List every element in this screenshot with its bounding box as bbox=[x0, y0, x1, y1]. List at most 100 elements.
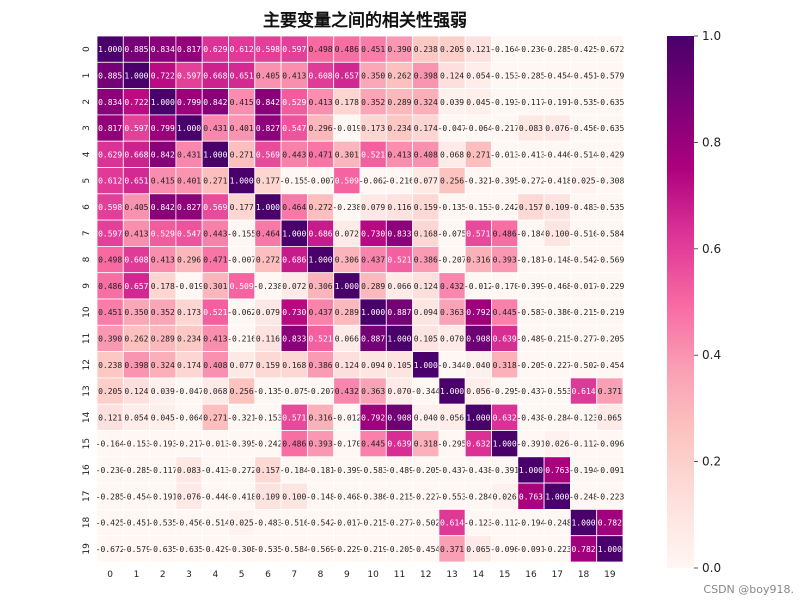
heatmap-cell bbox=[254, 219, 282, 247]
heatmap-cell bbox=[491, 324, 519, 352]
x-tick-label: 19 bbox=[604, 570, 616, 580]
cell-value-label: -0.579 bbox=[595, 71, 624, 80]
cell-value-label: 0.072 bbox=[282, 282, 306, 291]
cell-value-label: 0.025 bbox=[572, 177, 596, 186]
cell-value-label: 0.842 bbox=[256, 98, 280, 107]
cell-value-label: -0.272 bbox=[227, 466, 256, 475]
heatmap-cell bbox=[543, 245, 571, 274]
heatmap-cell bbox=[280, 35, 308, 63]
cell-value-label: 1.000 bbox=[230, 177, 254, 186]
cell-value-label: -0.223 bbox=[595, 492, 624, 501]
cell-value-label: 0.054 bbox=[124, 413, 148, 422]
cell-value-label: 0.827 bbox=[256, 124, 280, 133]
cell-value-label: 0.887 bbox=[361, 334, 385, 343]
heatmap-cell bbox=[333, 351, 361, 379]
cell-value-label: -0.635 bbox=[595, 98, 624, 107]
heatmap-cell bbox=[280, 114, 308, 142]
cell-value-label: 0.100 bbox=[282, 492, 306, 501]
cell-value-label: 0.066 bbox=[335, 334, 359, 343]
cell-value-label: 0.608 bbox=[309, 71, 333, 80]
heatmap-cell bbox=[543, 114, 571, 142]
heatmap-cell bbox=[254, 535, 282, 563]
cell-value-label: 0.722 bbox=[124, 98, 148, 107]
cell-value-label: 0.792 bbox=[361, 413, 385, 422]
heatmap-cell bbox=[517, 351, 545, 379]
heatmap-cell bbox=[306, 114, 335, 142]
cell-value-label: -0.148 bbox=[306, 492, 335, 501]
cell-value-label: 0.405 bbox=[124, 203, 148, 212]
heatmap-cell bbox=[306, 88, 335, 116]
cell-value-label: 0.301 bbox=[203, 282, 227, 291]
heatmap-cell bbox=[122, 430, 151, 458]
heatmap-cell bbox=[412, 535, 440, 563]
cell-value-label: 0.413 bbox=[124, 229, 148, 238]
x-axis-ticks: 0 1 2 3 4 5 6 7 8 9 10 11 12 13 14 15 16 17 18 19 bbox=[107, 570, 616, 580]
heatmap-cell bbox=[96, 272, 124, 300]
heatmap-cell bbox=[306, 140, 335, 168]
heatmap-cell bbox=[438, 272, 466, 300]
heatmap-cell bbox=[254, 324, 282, 352]
cell-value-label: 0.105 bbox=[387, 361, 411, 370]
cell-value-label: 0.234 bbox=[177, 334, 201, 343]
cell-value-label: 0.076 bbox=[177, 492, 201, 501]
heatmap-cell bbox=[517, 61, 545, 89]
heatmap-cell bbox=[280, 403, 308, 431]
cell-value-label: 0.077 bbox=[414, 177, 438, 186]
heatmap-cell bbox=[464, 456, 492, 484]
heatmap-cell bbox=[201, 377, 229, 405]
cell-value-label: 1.000 bbox=[151, 98, 175, 107]
heatmap-cell bbox=[96, 193, 124, 221]
cell-value-label: -0.047 bbox=[438, 124, 467, 133]
heatmap-cell bbox=[491, 351, 519, 379]
heatmap-cell bbox=[570, 245, 598, 274]
cell-value-label: 0.827 bbox=[177, 203, 201, 212]
cell-value-label: -0.399 bbox=[332, 466, 361, 475]
heatmap-cell bbox=[122, 272, 151, 300]
heatmap-cell bbox=[149, 193, 177, 221]
heatmap-cell bbox=[306, 193, 335, 221]
cell-value-label: -0.117 bbox=[148, 466, 177, 475]
heatmap-cell bbox=[596, 114, 624, 142]
cell-value-label: -0.155 bbox=[280, 177, 309, 186]
cell-value-label: -0.542 bbox=[569, 256, 598, 265]
cell-value-label: -0.413 bbox=[201, 466, 230, 475]
heatmap-cell bbox=[438, 88, 466, 116]
cell-value-label: -0.148 bbox=[543, 256, 572, 265]
heatmap-cell bbox=[280, 245, 308, 274]
heatmap-cell bbox=[491, 535, 519, 563]
cell-value-label: 0.730 bbox=[282, 308, 306, 317]
cell-value-label: -0.308 bbox=[595, 177, 624, 186]
cell-value-label: 0.415 bbox=[151, 177, 175, 186]
heatmap-cell bbox=[570, 298, 598, 326]
cell-value-label: -0.219 bbox=[595, 308, 624, 317]
cell-value-label: 0.363 bbox=[361, 387, 385, 396]
cell-value-label: 0.077 bbox=[230, 361, 254, 370]
heatmap-cell bbox=[306, 535, 335, 563]
cell-value-label: -0.155 bbox=[227, 229, 256, 238]
cell-value-label: 0.639 bbox=[493, 334, 517, 343]
cell-value-label: 0.371 bbox=[440, 545, 464, 554]
cell-value-label: 0.256 bbox=[440, 177, 464, 186]
heatmap-cell bbox=[96, 535, 124, 563]
heatmap-cell bbox=[149, 167, 177, 195]
heatmap-cell bbox=[228, 88, 256, 116]
cell-value-label: -0.635 bbox=[175, 545, 204, 554]
heatmap-cell bbox=[438, 324, 466, 352]
cell-value-label: -0.170 bbox=[332, 440, 361, 449]
x-tick-label: 3 bbox=[186, 570, 192, 580]
heatmap-cell bbox=[491, 61, 519, 89]
cell-value-label: 0.121 bbox=[98, 413, 122, 422]
cell-value-label: -0.502 bbox=[569, 361, 598, 370]
heatmap-cell bbox=[412, 88, 440, 116]
heatmap-cell bbox=[122, 245, 151, 274]
cell-value-label: -0.454 bbox=[595, 361, 624, 370]
cell-value-label: 0.571 bbox=[466, 229, 490, 238]
cell-value-label: -0.230 bbox=[96, 466, 125, 475]
heatmap-cell bbox=[385, 167, 413, 195]
cell-value-label: 1.000 bbox=[572, 519, 596, 528]
cell-value-label: -0.012 bbox=[332, 413, 361, 422]
cell-value-label: 1.000 bbox=[493, 440, 517, 449]
heatmap-cell bbox=[228, 298, 256, 326]
heatmap-cell bbox=[96, 324, 124, 352]
y-tick-label: 8 bbox=[82, 256, 92, 262]
